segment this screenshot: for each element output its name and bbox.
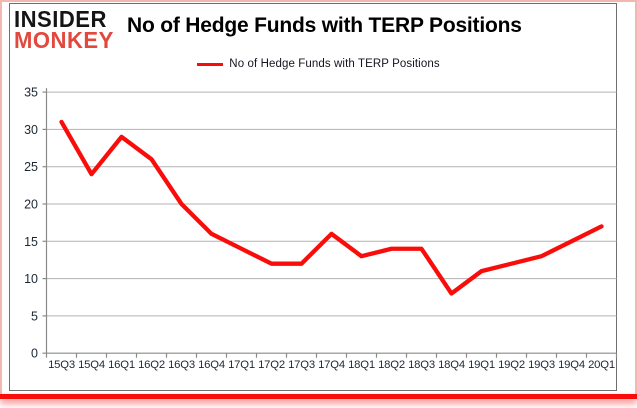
logo-text-monkey: MONKEY [14, 27, 114, 54]
legend-line-swatch [197, 62, 224, 66]
chart-title: No of Hedge Funds with TERP Positions [127, 14, 522, 37]
chart-legend: No of Hedge Funds with TERP Positions [0, 56, 637, 72]
insider-monkey-logo: INSIDER MONKEY [14, 6, 114, 54]
bottom-red-bar [0, 394, 637, 399]
legend-label: No of Hedge Funds with TERP Positions [229, 58, 440, 70]
logo-text-insider: INSIDER [14, 6, 107, 32]
